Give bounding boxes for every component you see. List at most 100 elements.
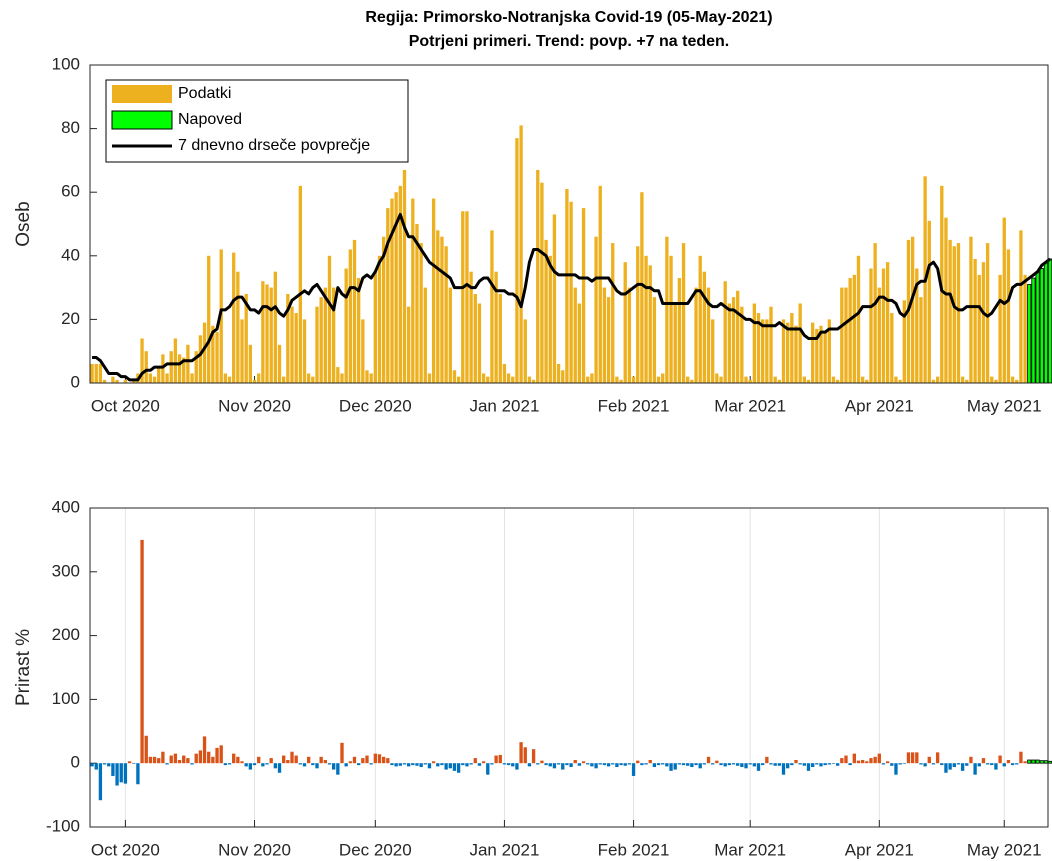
bar [715, 760, 719, 764]
bar [152, 376, 157, 383]
bar [898, 763, 902, 765]
bar [985, 763, 990, 765]
bar [423, 287, 427, 383]
bar [90, 763, 94, 767]
bar [386, 208, 390, 383]
bar [544, 239, 548, 383]
bar [848, 763, 852, 766]
bar [835, 379, 840, 383]
bar [631, 763, 636, 776]
bar [802, 763, 807, 766]
bar [556, 363, 561, 383]
bar [548, 763, 552, 767]
bar [652, 297, 657, 383]
bar [223, 373, 228, 383]
bar [865, 379, 869, 383]
bar [444, 246, 448, 383]
bar [1031, 759, 1036, 764]
bar [186, 758, 190, 764]
bar [282, 376, 286, 383]
bar [910, 752, 915, 764]
bar [756, 763, 761, 771]
bar [569, 763, 573, 768]
bar [540, 182, 544, 383]
bar [461, 211, 465, 383]
bar [440, 763, 444, 766]
bar [881, 763, 886, 765]
bar [765, 756, 769, 764]
bar [619, 763, 623, 766]
bar [157, 758, 161, 764]
bar [985, 243, 990, 383]
bar [461, 763, 465, 766]
bar [523, 319, 527, 383]
bar [773, 376, 777, 383]
bar [531, 379, 536, 383]
bar [144, 351, 148, 383]
bar [1031, 277, 1036, 384]
bar [636, 246, 640, 383]
bar [1043, 261, 1048, 384]
bar [681, 243, 686, 383]
bar [594, 236, 598, 383]
bar [486, 376, 490, 383]
chart-title: Regija: Primorsko-Notranjska Covid-19 (0… [365, 9, 772, 26]
bar [527, 376, 532, 383]
bar [590, 763, 594, 767]
bar [544, 763, 548, 766]
bar [511, 376, 515, 383]
bar [723, 763, 727, 767]
bar [973, 258, 977, 383]
bar [677, 763, 682, 765]
bar [835, 763, 840, 766]
bar [860, 760, 865, 764]
bar [1043, 760, 1048, 764]
bar [569, 201, 573, 383]
bar [523, 747, 527, 764]
bar [336, 763, 340, 775]
bar [761, 319, 765, 383]
bar [381, 756, 386, 764]
bar [677, 278, 682, 383]
bar [252, 379, 257, 383]
bar [298, 763, 303, 765]
bar [752, 763, 757, 767]
bar [302, 763, 307, 767]
bar [1039, 760, 1044, 764]
bar [1002, 763, 1006, 767]
bar [377, 255, 382, 383]
bar [927, 220, 931, 383]
bar [902, 300, 906, 383]
bar [856, 255, 861, 383]
bar [819, 325, 823, 383]
bar [1015, 763, 1019, 765]
bar [794, 325, 798, 383]
bar [331, 763, 336, 770]
bar [132, 379, 136, 383]
bar [469, 271, 473, 383]
bar [640, 763, 644, 766]
bar [202, 322, 207, 383]
bar [665, 236, 669, 383]
bar [277, 763, 282, 773]
bar [531, 749, 536, 764]
bar [802, 376, 807, 383]
bar [390, 763, 394, 766]
bar [352, 239, 357, 383]
bar [240, 319, 244, 383]
bar [94, 763, 98, 770]
bar [902, 763, 906, 764]
bar [315, 763, 319, 769]
bar [806, 379, 811, 383]
bar [769, 763, 773, 765]
bar [848, 278, 852, 383]
bar [232, 252, 236, 383]
bar [731, 763, 736, 765]
bar [265, 284, 269, 383]
bar [790, 313, 794, 383]
bar [344, 763, 348, 767]
bar [381, 236, 386, 383]
bar [965, 379, 969, 383]
bar [577, 303, 582, 383]
